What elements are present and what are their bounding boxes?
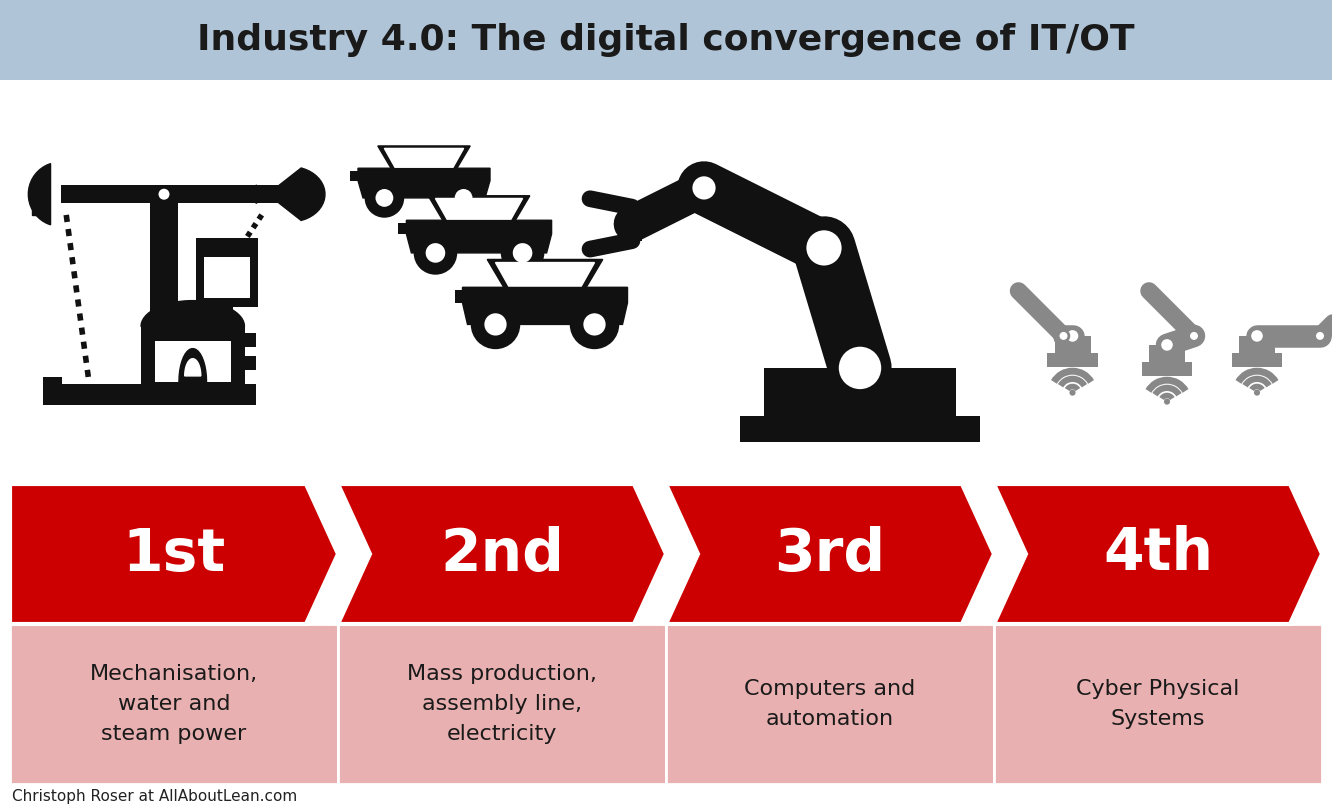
Polygon shape bbox=[666, 484, 994, 624]
FancyBboxPatch shape bbox=[1239, 336, 1275, 354]
Text: 2nd: 2nd bbox=[440, 526, 563, 582]
Circle shape bbox=[1315, 331, 1325, 341]
FancyBboxPatch shape bbox=[11, 624, 338, 784]
FancyBboxPatch shape bbox=[454, 290, 465, 303]
Text: Computers and
automation: Computers and automation bbox=[745, 680, 915, 729]
FancyBboxPatch shape bbox=[196, 238, 258, 307]
FancyBboxPatch shape bbox=[338, 624, 666, 784]
Polygon shape bbox=[11, 484, 338, 624]
Text: Industry 4.0: The digital convergence of IT/OT: Industry 4.0: The digital convergence of… bbox=[197, 23, 1135, 57]
Polygon shape bbox=[178, 349, 206, 382]
Text: Mass production,
assembly line,
electricity: Mass production, assembly line, electric… bbox=[408, 664, 597, 743]
Circle shape bbox=[454, 189, 473, 207]
Circle shape bbox=[1164, 399, 1169, 404]
Circle shape bbox=[426, 244, 445, 263]
FancyBboxPatch shape bbox=[151, 188, 177, 384]
Text: Mechanisation,
water and
steam power: Mechanisation, water and steam power bbox=[91, 664, 258, 743]
Polygon shape bbox=[496, 263, 594, 286]
Circle shape bbox=[513, 244, 533, 263]
Circle shape bbox=[1066, 328, 1080, 343]
FancyBboxPatch shape bbox=[666, 624, 994, 784]
Polygon shape bbox=[338, 484, 666, 624]
Circle shape bbox=[1058, 331, 1068, 341]
Circle shape bbox=[444, 178, 484, 218]
Circle shape bbox=[690, 173, 718, 202]
FancyBboxPatch shape bbox=[350, 171, 360, 180]
FancyBboxPatch shape bbox=[221, 301, 233, 336]
Polygon shape bbox=[141, 301, 245, 327]
Text: Cyber Physical
Systems: Cyber Physical Systems bbox=[1076, 680, 1240, 729]
Circle shape bbox=[470, 299, 521, 349]
FancyBboxPatch shape bbox=[1142, 362, 1192, 376]
FancyBboxPatch shape bbox=[1055, 336, 1091, 354]
Circle shape bbox=[803, 227, 844, 269]
Circle shape bbox=[1070, 390, 1075, 396]
FancyBboxPatch shape bbox=[1150, 345, 1185, 363]
FancyBboxPatch shape bbox=[0, 0, 1332, 80]
Circle shape bbox=[485, 313, 506, 336]
Text: 1st: 1st bbox=[123, 526, 225, 582]
Circle shape bbox=[1253, 390, 1260, 396]
Polygon shape bbox=[406, 220, 551, 253]
Circle shape bbox=[501, 231, 545, 275]
FancyBboxPatch shape bbox=[198, 357, 256, 371]
Circle shape bbox=[1249, 328, 1264, 343]
Text: 4th: 4th bbox=[1103, 526, 1213, 582]
FancyBboxPatch shape bbox=[198, 333, 256, 347]
Polygon shape bbox=[32, 180, 49, 215]
FancyBboxPatch shape bbox=[204, 257, 250, 298]
Circle shape bbox=[365, 178, 404, 218]
Polygon shape bbox=[994, 484, 1321, 624]
FancyBboxPatch shape bbox=[1232, 353, 1283, 367]
Circle shape bbox=[157, 188, 170, 201]
FancyBboxPatch shape bbox=[141, 327, 245, 384]
FancyBboxPatch shape bbox=[994, 624, 1321, 784]
Polygon shape bbox=[385, 148, 464, 167]
Polygon shape bbox=[462, 287, 627, 324]
Polygon shape bbox=[488, 260, 603, 287]
Circle shape bbox=[836, 344, 884, 392]
Polygon shape bbox=[428, 196, 530, 220]
Text: 3rd: 3rd bbox=[774, 526, 886, 582]
Polygon shape bbox=[358, 168, 490, 198]
FancyBboxPatch shape bbox=[43, 377, 61, 404]
FancyBboxPatch shape bbox=[741, 416, 980, 443]
Polygon shape bbox=[185, 358, 201, 376]
Text: Christoph Roser at AllAboutLean.com: Christoph Roser at AllAboutLean.com bbox=[12, 789, 297, 804]
FancyBboxPatch shape bbox=[765, 368, 956, 416]
FancyBboxPatch shape bbox=[1047, 353, 1098, 367]
Circle shape bbox=[414, 231, 457, 275]
FancyBboxPatch shape bbox=[60, 384, 256, 404]
Circle shape bbox=[1160, 337, 1175, 352]
Circle shape bbox=[583, 313, 606, 336]
Polygon shape bbox=[378, 146, 470, 168]
Polygon shape bbox=[256, 168, 325, 221]
Circle shape bbox=[376, 189, 393, 207]
Circle shape bbox=[1188, 331, 1199, 341]
Circle shape bbox=[570, 299, 619, 349]
FancyBboxPatch shape bbox=[155, 341, 230, 382]
Polygon shape bbox=[436, 198, 522, 219]
Polygon shape bbox=[28, 163, 51, 225]
FancyBboxPatch shape bbox=[398, 223, 409, 234]
FancyBboxPatch shape bbox=[60, 185, 290, 203]
